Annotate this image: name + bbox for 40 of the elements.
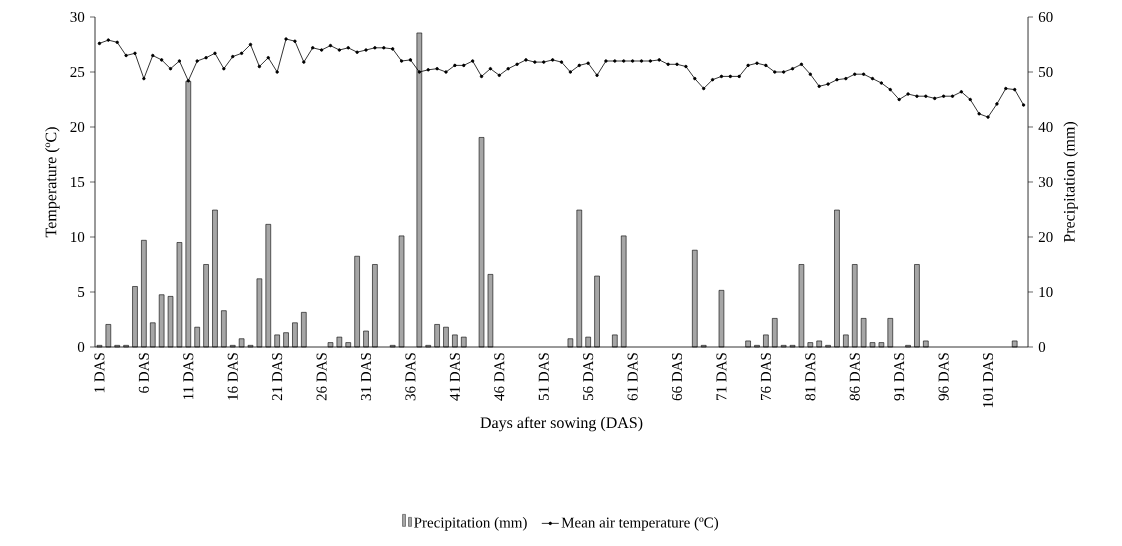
- y2-axis-title: Precipitation (mm): [1063, 122, 1078, 243]
- y-tick-label: 30: [70, 11, 85, 23]
- legend-label: Precipitation (mm): [414, 517, 527, 531]
- y-tick-label: 10: [71, 231, 85, 243]
- x-tick-label: 11 DAS: [183, 353, 194, 400]
- x-tick-label: 36 DAS: [405, 353, 416, 401]
- x-axis-title: Days after sowing (DAS): [480, 416, 643, 432]
- x-tick-label: 41 DAS: [449, 353, 460, 401]
- x-tick-label: 71 DAS: [716, 353, 727, 400]
- x-tick-label: 51 DAS: [538, 353, 549, 401]
- y2-tick-label: 40: [1038, 121, 1053, 133]
- x-tick-label: 46 DAS: [494, 353, 505, 401]
- x-tick-label: 21 DAS: [272, 353, 283, 401]
- y2-tick-label: 20: [1038, 231, 1053, 243]
- x-tick-label: 56 DAS: [583, 353, 594, 401]
- x-tick-label: 81 DAS: [805, 353, 816, 401]
- y2-tick-label: 30: [1038, 176, 1053, 188]
- y-tick-label: 0: [77, 341, 85, 353]
- x-tick-label: 1 DAS: [94, 353, 105, 393]
- x-tick-label: 6 DAS: [138, 353, 149, 393]
- x-tick-label: 16 DAS: [227, 353, 238, 400]
- x-tick-label: 86 DAS: [849, 353, 860, 401]
- y-tick-label: 25: [70, 66, 85, 78]
- x-tick-label: 101 DAS: [982, 353, 994, 408]
- x-tick-label: 66 DAS: [671, 353, 683, 401]
- y2-tick-label: 0: [1038, 341, 1046, 353]
- x-tick-label: 26 DAS: [316, 353, 327, 401]
- x-tick-label: 76 DAS: [760, 353, 771, 400]
- x-tick-label: 91 DAS: [894, 353, 905, 401]
- y-tick-label: 20: [70, 121, 85, 133]
- x-tick-label: 96 DAS: [938, 353, 949, 401]
- y2-tick-label: 60: [1038, 11, 1053, 23]
- y2-tick-label: 50: [1039, 66, 1053, 78]
- y-tick-label: 15: [71, 176, 85, 188]
- x-tick-label: 61 DAS: [627, 353, 638, 401]
- x-tick-label: 31 DAS: [360, 353, 372, 401]
- y-tick-label: 5: [78, 287, 85, 297]
- y2-tick-label: 10: [1039, 286, 1053, 298]
- legend-label: Mean air temperature (ºC): [561, 517, 719, 531]
- y-axis-title: Temperature (ºC): [45, 127, 60, 238]
